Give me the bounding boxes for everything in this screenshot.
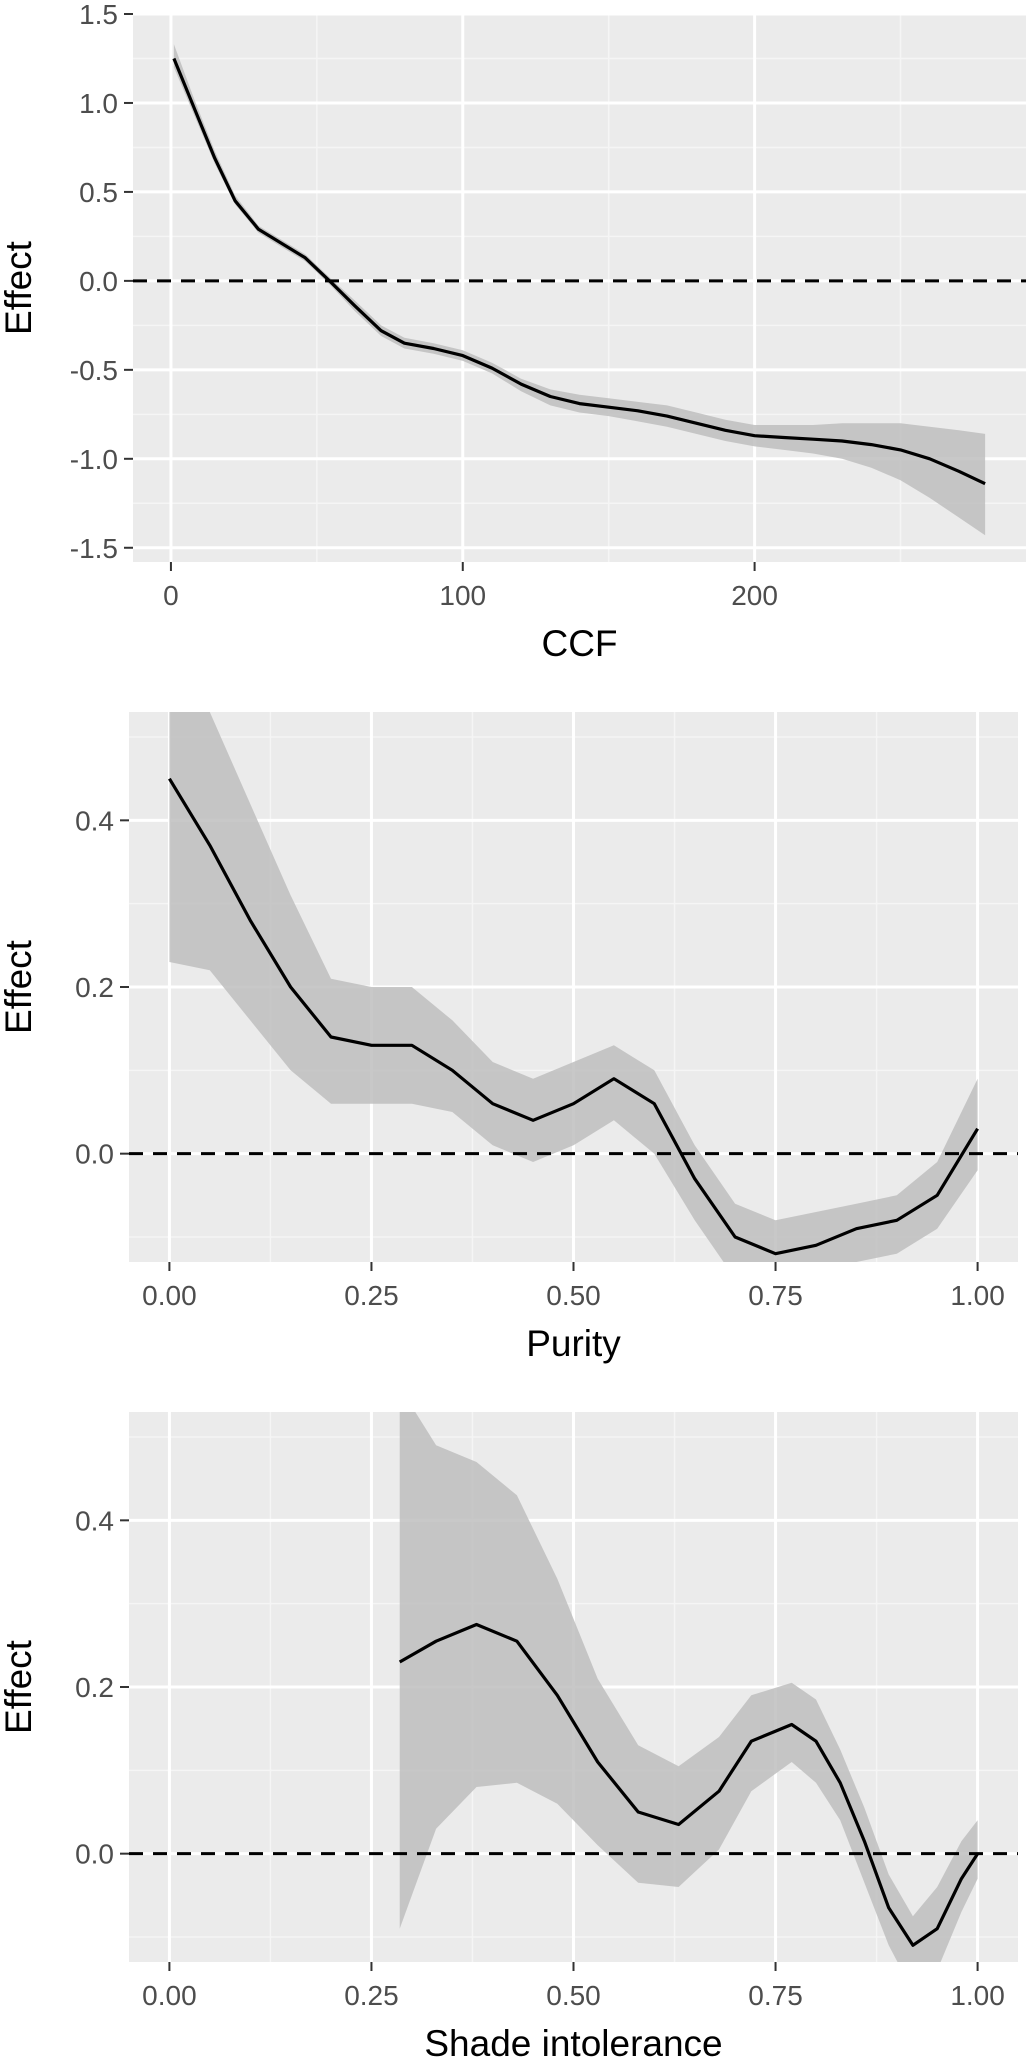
- x-tick-label: 0.25: [344, 1980, 399, 2011]
- y-tick-label: 0.0: [79, 266, 118, 297]
- x-tick-label: 0.75: [748, 1280, 803, 1311]
- panel-background: [133, 14, 1026, 562]
- x-tick-label: 0.00: [142, 1980, 197, 2011]
- confidence-ribbon: [399, 1412, 978, 1962]
- y-tick-label: 0.4: [75, 805, 114, 836]
- effect-line: [168, 777, 979, 1256]
- x-tick-label: 1.00: [950, 1980, 1005, 2011]
- y-tick-label: 0.0: [75, 1139, 114, 1170]
- y-tick-label: -1.0: [70, 444, 118, 475]
- x-axis-title: Shade intolerance: [424, 2023, 722, 2059]
- y-axis-title: Effect: [0, 939, 39, 1034]
- y-tick-label: 0.2: [75, 1672, 114, 1703]
- plot-area: [168, 712, 979, 1262]
- plot-area: [398, 1412, 979, 1962]
- x-tick-label: 0: [163, 580, 179, 611]
- y-tick-label: 1.5: [79, 0, 118, 30]
- x-axis-title: Purity: [526, 1323, 621, 1364]
- x-tick-label: 0.25: [344, 1280, 399, 1311]
- effect-line: [172, 57, 986, 486]
- x-tick-label: 0.50: [546, 1280, 601, 1311]
- y-tick-label: 0.0: [75, 1839, 114, 1870]
- chart-panel-2: 0.0 0.2 0.4 0.00 0.25 0.50 0.75 1.00 Purity Effec…: [0, 712, 1018, 1364]
- x-tick-label: 0.00: [142, 1280, 197, 1311]
- effect-line: [398, 1622, 979, 1947]
- y-axis-title: Effect: [0, 240, 39, 335]
- chart-panel-3: 0.0 0.2 0.4 0.00 0.25 0.50 0.75 1.00 Shade intol…: [0, 1412, 1018, 2059]
- x-tick-label: 0.50: [546, 1980, 601, 2011]
- y-tick-label: -1.5: [70, 533, 118, 564]
- y-tick-label: 0.5: [79, 177, 118, 208]
- plot-area: [172, 44, 986, 536]
- y-tick-label: 0.2: [75, 972, 114, 1003]
- y-tick-label: 1.0: [79, 88, 118, 119]
- confidence-ribbon: [173, 44, 986, 536]
- x-tick-label: 1.00: [950, 1280, 1005, 1311]
- x-tick-label: 200: [731, 580, 778, 611]
- confidence-ribbon: [169, 712, 978, 1262]
- x-tick-label: 0.75: [748, 1980, 803, 2011]
- x-tick-label: 100: [439, 580, 486, 611]
- y-tick-label: -0.5: [70, 355, 118, 386]
- x-axis-title: CCF: [541, 623, 617, 664]
- chart-panel-1: -1.5 -1.0 -0.5 0.0 0.5 1.0 1.5 0 100 200 CCF Effect: [0, 0, 1026, 664]
- y-axis-title: Effect: [0, 1639, 39, 1734]
- y-tick-label: 0.4: [75, 1505, 114, 1536]
